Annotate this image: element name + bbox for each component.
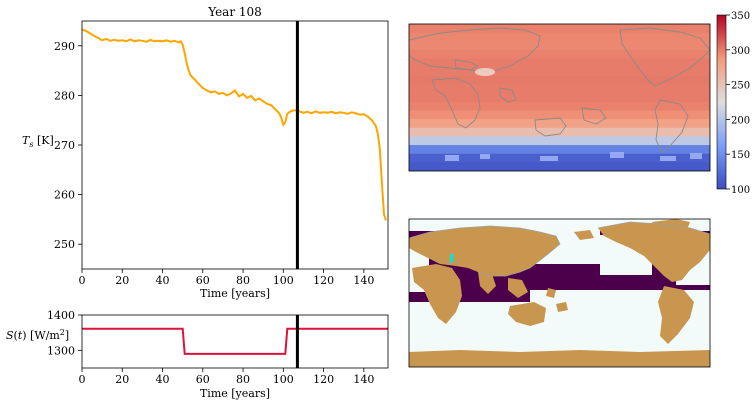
colorbar-ticks: 100 150 200 250 300 350 [726, 11, 750, 196]
x-tick-label: 120 [313, 373, 334, 386]
x-tick-label: 60 [196, 373, 210, 386]
y-tick-label: 250 [54, 238, 75, 251]
x-tick-label: 20 [115, 274, 129, 287]
x-tick-label: 140 [353, 373, 374, 386]
temperature-map-frame [408, 23, 711, 172]
temperature-colorbar: 100 150 200 250 300 350 [716, 11, 750, 196]
continent-greenland [652, 219, 690, 236]
x-tick-label: 0 [79, 274, 86, 287]
continent-australia [508, 302, 546, 326]
latitude-band [409, 162, 710, 171]
latitude-band [409, 153, 710, 163]
latitude-band [409, 93, 710, 103]
colorbar-tick-label: 350 [731, 11, 750, 22]
temperature-xlabel: Time [years] [200, 287, 270, 300]
y-tick-label: 280 [54, 89, 75, 102]
colorbar-tick-label: 200 [731, 115, 750, 126]
latitude-band [409, 24, 710, 34]
latitude-band [409, 49, 710, 60]
latitude-band [409, 145, 710, 155]
y-tick-label: 1400 [47, 309, 75, 322]
coastline-outlines-surface [409, 221, 710, 277]
x-tick-label: 80 [236, 373, 250, 386]
latitude-band [409, 67, 710, 77]
latitude-band [409, 58, 710, 68]
colorbar-tick-label: 250 [731, 81, 750, 92]
x-tick-label: 140 [353, 274, 374, 287]
x-tick-label: 60 [196, 274, 210, 287]
y-tick-label: 290 [54, 40, 75, 53]
temperature-series-line [82, 28, 387, 221]
colorbar-tick-label: 100 [731, 185, 750, 196]
continent-europe-asia [409, 226, 560, 276]
x-tick-label: 100 [273, 274, 294, 287]
sea-ice-patches [445, 152, 702, 161]
latitude-band [409, 84, 710, 94]
temperature-plot-frame [81, 20, 389, 270]
temperature-ylabel: Ts [K] [22, 134, 54, 149]
surface-type-map [408, 218, 711, 368]
continent-southeast-asia [508, 278, 528, 298]
colorbar-tick-label: 300 [731, 46, 750, 57]
latitude-band [409, 127, 710, 138]
temperature-axis-ticks: 0 20 40 60 80 100 120 140 250 260 270 280 290 [54, 40, 374, 287]
colorbar-gradient [716, 14, 727, 190]
y-tick-label: 260 [54, 189, 75, 202]
latitude-band [409, 110, 710, 120]
latitude-band [409, 32, 710, 42]
land-masses [409, 219, 710, 367]
x-tick-label: 120 [313, 274, 334, 287]
temperature-map [408, 23, 711, 172]
x-tick-label: 40 [156, 274, 170, 287]
insolation-xlabel: Time [years] [200, 387, 270, 400]
insolation-axis-ticks: 0 20 40 60 80 100 120 140 1300 1400 [47, 309, 374, 386]
temperature-field [409, 24, 710, 171]
latitude-band [409, 136, 710, 146]
x-tick-label: 80 [236, 274, 250, 287]
latitude-band [409, 119, 710, 129]
latitude-band [409, 75, 710, 86]
latitude-band [409, 101, 710, 112]
lake-cells [450, 254, 453, 263]
continent-north-america [598, 222, 710, 282]
surface-map-frame [408, 218, 711, 368]
continent-india [478, 272, 496, 294]
insolation-ylabel: S(t) [W/m2] [6, 328, 69, 342]
x-tick-label: 100 [273, 373, 294, 386]
continent-africa [412, 264, 462, 324]
temperature-chart: Year 108 0 20 40 60 80 100 120 140 250 260 270 280 2… [22, 5, 389, 300]
chart-title: Year 108 [207, 5, 262, 19]
y-tick-label: 1300 [47, 344, 75, 357]
islands [546, 230, 594, 312]
warm-anomaly-patch [475, 68, 495, 76]
x-tick-label: 40 [156, 373, 170, 386]
continent-antarctica [409, 350, 710, 367]
continent-south-america [658, 286, 694, 344]
x-tick-label: 0 [79, 373, 86, 386]
latitude-band [409, 41, 710, 51]
y-tick-label: 270 [54, 139, 75, 152]
insolation-plot-frame [81, 314, 389, 369]
colorbar-tick-label: 150 [731, 150, 750, 161]
insolation-series-line [82, 327, 388, 355]
coastline-outlines [409, 27, 710, 153]
x-tick-label: 20 [115, 373, 129, 386]
